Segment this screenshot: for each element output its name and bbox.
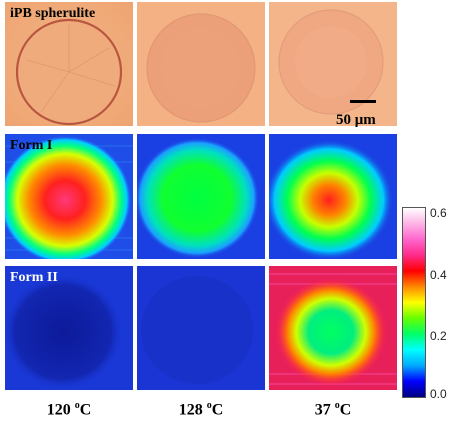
column-label-37-value: 37: [314, 401, 331, 419]
form1-panel-120: [5, 134, 133, 259]
colorbar: [402, 207, 426, 398]
temperature-degree: o: [334, 400, 340, 411]
temperature-degree: o: [74, 400, 80, 411]
temperature-unit: C: [79, 401, 92, 419]
temperature-unit: C: [211, 401, 224, 419]
column-label-120: 120 oC: [4, 400, 134, 419]
row-label-form1: Form I: [10, 138, 53, 153]
scale-bar: [350, 100, 376, 103]
colorbar-tick-label-2: 0.2: [430, 329, 447, 343]
colorbar-tick-label-1: 0.4: [430, 268, 447, 282]
form2-panel-120: [5, 266, 133, 390]
column-label-37: 37 oC: [268, 400, 398, 419]
colorbar-tick-label-3: 0.0: [430, 387, 447, 401]
column-label-128: 128 oC: [136, 400, 266, 419]
row-label-optical: iPB spherulite: [10, 6, 96, 21]
optical-panel-120: [5, 2, 133, 126]
form2-panel-37: [269, 266, 397, 390]
column-label-128-value: 128: [178, 401, 203, 419]
form2-panel-128: [137, 266, 265, 390]
column-label-120-value: 120: [46, 401, 71, 419]
colorbar-tick-label-0: 0.6: [430, 206, 447, 220]
optical-panel-37: [269, 2, 397, 126]
form1-panel-37: [269, 134, 397, 259]
row-label-form2: Form II: [10, 270, 58, 285]
temperature-unit: C: [339, 401, 352, 419]
scale-bar-label: 50 μm: [336, 112, 376, 128]
temperature-degree: o: [206, 400, 212, 411]
optical-panel-128: [137, 2, 265, 126]
form1-panel-128: [137, 134, 265, 259]
